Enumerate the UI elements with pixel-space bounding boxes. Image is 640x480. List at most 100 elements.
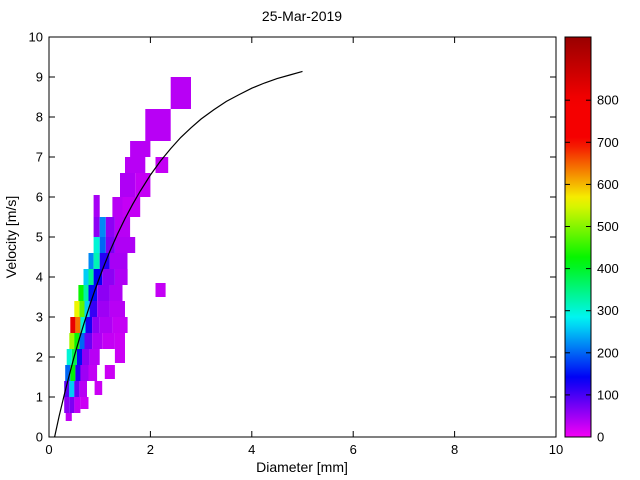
heatmap-cell — [109, 253, 128, 269]
heatmap-cells-layer — [64, 77, 191, 421]
heatmap-cell — [120, 173, 136, 197]
x-tick-label: 10 — [549, 442, 563, 457]
heatmap-cell — [80, 397, 89, 409]
y-tick-label: 0 — [36, 430, 43, 445]
colorbar-tick-label: 0 — [597, 430, 604, 445]
heatmap-cell — [80, 365, 89, 381]
heatmap-cell — [93, 217, 100, 237]
heatmap-cell — [69, 333, 75, 349]
y-tick-label: 8 — [36, 110, 43, 125]
heatmap-cell — [74, 397, 81, 413]
chart-title: 25-Mar-2019 — [262, 8, 342, 24]
heatmap-cell — [69, 397, 75, 413]
heatmap-cell — [75, 365, 81, 381]
y-tick-label: 7 — [36, 150, 43, 165]
colorbar-tick-label: 100 — [597, 387, 619, 402]
heatmap-cell — [66, 349, 72, 365]
colorbar-tick-label: 600 — [597, 177, 619, 192]
heatmap-cell — [102, 333, 115, 349]
heatmap-cell — [78, 285, 84, 301]
heatmap-cell — [79, 381, 87, 397]
heatmap-cell — [74, 333, 80, 349]
heatmap-cell — [99, 317, 113, 333]
heatmap-cell — [69, 381, 75, 397]
heatmap-cell — [89, 301, 98, 317]
heatmap-cell — [99, 253, 110, 269]
y-tick-label: 5 — [36, 230, 43, 245]
heatmap-cell — [84, 333, 93, 349]
heatmap-cell — [102, 269, 115, 285]
heatmap-cell — [75, 317, 81, 333]
heatmap-cell — [114, 269, 128, 285]
heatmap-cell — [93, 195, 100, 217]
colorbar-tick-labels: 0 100 200 300 400 500 600 700 800 — [597, 93, 619, 445]
heatmap-cell — [83, 285, 89, 301]
heatmap-cell — [84, 301, 90, 317]
heatmap-cell — [104, 365, 115, 379]
heatmap-cell — [88, 253, 94, 269]
heatmap-cell — [92, 333, 103, 349]
heatmap-cell — [82, 349, 90, 365]
y-tick-label: 1 — [36, 390, 43, 405]
colorbar-tick-label: 500 — [597, 219, 619, 234]
heatmap-cell — [89, 349, 100, 365]
heatmap-cell — [76, 349, 82, 365]
heatmap-cell — [79, 333, 85, 349]
heatmap-cell — [74, 381, 80, 397]
colorbar-tick-label: 700 — [597, 135, 619, 150]
heatmap-cell — [105, 217, 115, 237]
heatmap-cell — [93, 253, 100, 269]
heatmap-cell — [74, 301, 80, 317]
colorbar-tick-label: 800 — [597, 93, 619, 108]
heatmap-cell — [88, 285, 98, 301]
heatmap-cell — [93, 269, 103, 285]
heatmap-cell — [105, 237, 115, 253]
heatmap-cell — [79, 301, 85, 317]
y-axis-label: Velocity [m/s] — [3, 196, 19, 278]
heatmap-cell — [155, 283, 166, 297]
y-tick-label: 4 — [36, 270, 43, 285]
y-tick-label: 2 — [36, 350, 43, 365]
y-tick-label: 3 — [36, 310, 43, 325]
heatmap-cell — [145, 109, 171, 141]
x-tick-labels: 0 2 4 6 8 10 — [45, 442, 563, 457]
heatmap-cell — [97, 285, 110, 301]
colorbar-tick-label: 300 — [597, 303, 619, 318]
x-tick-label: 6 — [350, 442, 357, 457]
heatmap-cell — [92, 317, 100, 333]
heatmap-cell — [99, 217, 106, 237]
x-axis-label: Diameter [mm] — [256, 459, 348, 475]
heatmap-cell — [70, 365, 76, 381]
y-tick-label: 6 — [36, 190, 43, 205]
heatmap-cell — [65, 413, 72, 421]
heatmap-cell — [109, 301, 125, 317]
heatmap-cell — [112, 197, 123, 217]
heatmap-cell — [170, 77, 191, 109]
heatmap-cell — [85, 317, 93, 333]
heatmap-cell — [130, 141, 151, 157]
heatmap-cell — [88, 365, 98, 381]
terminal-velocity-curve — [54, 70, 303, 438]
heatmap-cell — [109, 285, 123, 301]
colorbar-tick-label: 400 — [597, 261, 619, 276]
heatmap-cell — [114, 333, 125, 349]
y-tick-labels: 0 1 2 3 4 5 6 7 8 9 10 — [29, 30, 43, 445]
x-tick-label: 2 — [147, 442, 154, 457]
heatmap-cell — [70, 317, 76, 333]
colorbar-ticks — [565, 99, 591, 438]
y-tick-label: 9 — [36, 70, 43, 85]
heatmap-cell — [135, 173, 151, 197]
heatmap-cell — [64, 381, 70, 397]
heatmap-cell — [114, 349, 125, 363]
heatmap-cell — [94, 381, 103, 395]
x-tick-label: 4 — [248, 442, 255, 457]
heatmap-cell — [88, 269, 94, 285]
heatmap-cell — [155, 157, 169, 173]
x-tick-label: 8 — [451, 442, 458, 457]
heatmap-cell — [64, 397, 70, 413]
heatmap-cell — [99, 237, 106, 253]
heatmap-cell — [97, 301, 110, 317]
x-tick-label: 0 — [45, 442, 52, 457]
